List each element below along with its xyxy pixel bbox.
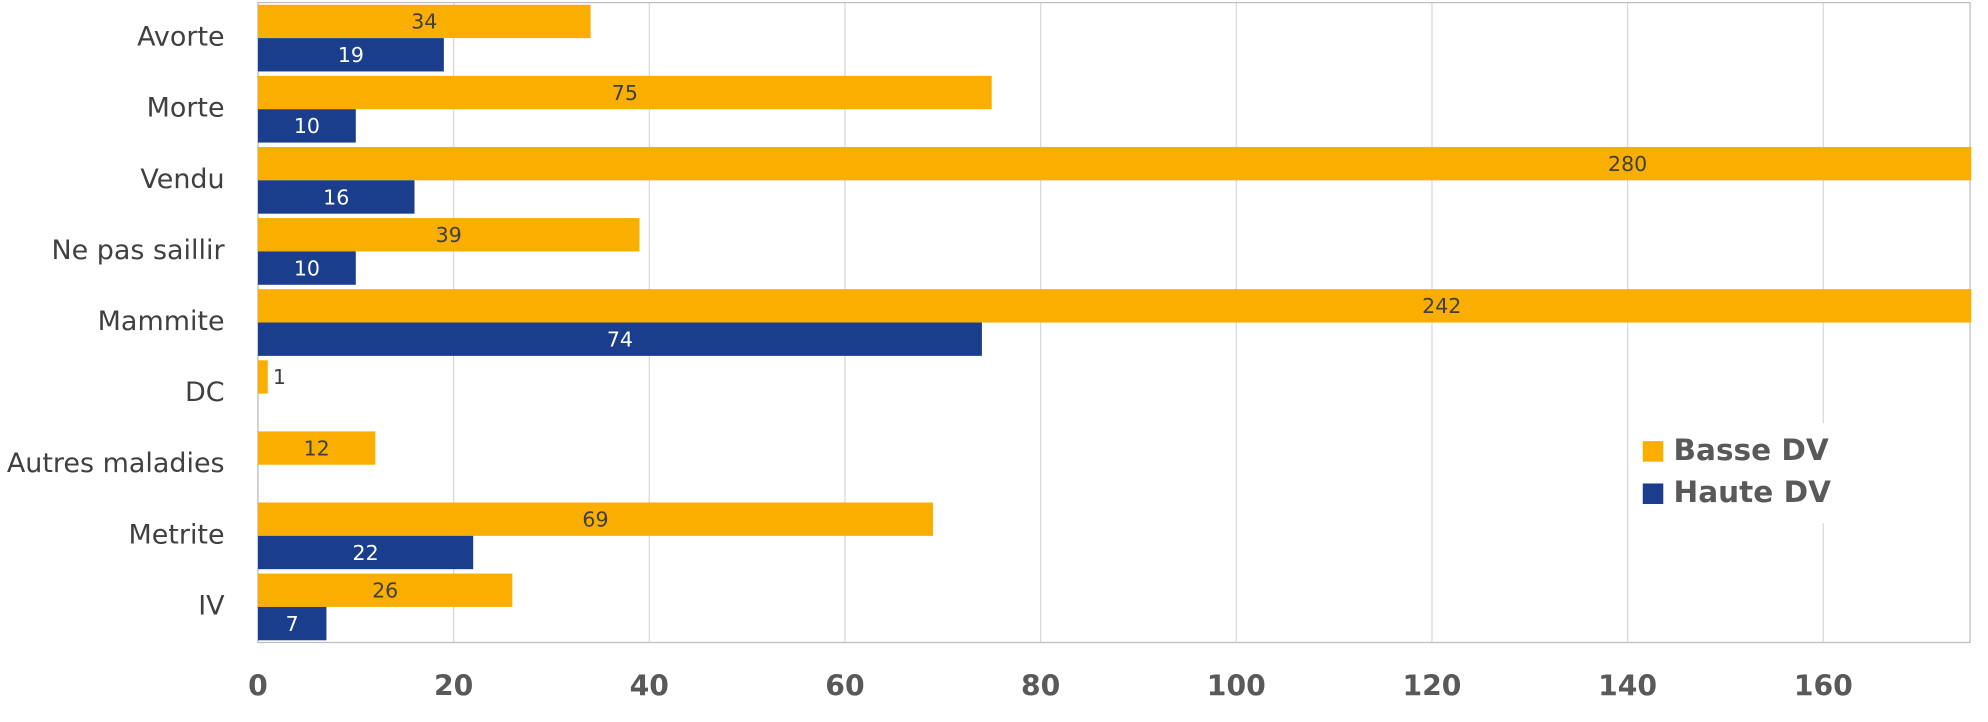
x-tick-label: 140 [1598, 669, 1657, 702]
bar [257, 573, 513, 607]
x-tick-label: 0 [248, 669, 268, 702]
data-label: 22 [353, 541, 379, 565]
bar [257, 431, 376, 465]
data-label: 1 [273, 365, 286, 389]
y-tick-label: Morte [147, 93, 225, 124]
legend-label: Haute DV [1674, 475, 1832, 509]
bar [257, 535, 474, 570]
data-label: 242 [1422, 294, 1461, 318]
bar [257, 289, 1972, 323]
bar [257, 109, 356, 143]
bar [257, 322, 982, 356]
x-tick-label: 80 [1021, 669, 1060, 702]
data-label: 69 [582, 507, 608, 531]
data-label: 75 [612, 81, 638, 105]
bar [257, 75, 992, 110]
legend-label: Basse DV [1674, 433, 1829, 467]
bar [257, 360, 268, 394]
data-label: 74 [607, 327, 633, 351]
legend-swatch [1642, 483, 1664, 504]
legend-swatch [1642, 441, 1664, 462]
x-tick-label: 60 [825, 669, 864, 702]
x-tick-label: 100 [1207, 669, 1266, 702]
bars [257, 4, 1972, 641]
x-tick-label: 40 [630, 669, 669, 702]
x-tick-label: 20 [434, 669, 473, 702]
data-label: 7 [286, 612, 299, 636]
x-tick-label: 120 [1402, 669, 1461, 702]
data-label: 10 [294, 256, 320, 280]
bar [257, 180, 415, 214]
data-label: 39 [436, 223, 462, 247]
y-tick-label: DC [185, 377, 225, 408]
y-tick-label: Mammite [98, 306, 225, 337]
x-tick-label: 160 [1794, 669, 1853, 702]
bar [257, 251, 356, 285]
data-label: 16 [323, 185, 349, 209]
y-tick-label: Vendu [140, 164, 224, 195]
legend-box [1629, 423, 1836, 524]
bar [257, 38, 444, 72]
data-label: 10 [294, 114, 320, 138]
bar [257, 502, 934, 536]
data-label: 19 [338, 43, 364, 67]
bar [257, 146, 1972, 181]
y-tick-label: Autres maladies [7, 448, 225, 479]
y-tick-label: Avorte [137, 22, 225, 53]
data-label: 12 [304, 436, 330, 460]
data-label: 280 [1608, 152, 1647, 176]
bar [257, 4, 591, 39]
data-label: 26 [372, 579, 398, 603]
bar [257, 606, 327, 641]
y-tick-label: Metrite [128, 519, 224, 550]
y-tick-label: IV [198, 590, 225, 621]
y-tick-label: Ne pas saillir [51, 235, 225, 266]
data-label: 34 [411, 10, 437, 34]
bar [257, 218, 640, 252]
